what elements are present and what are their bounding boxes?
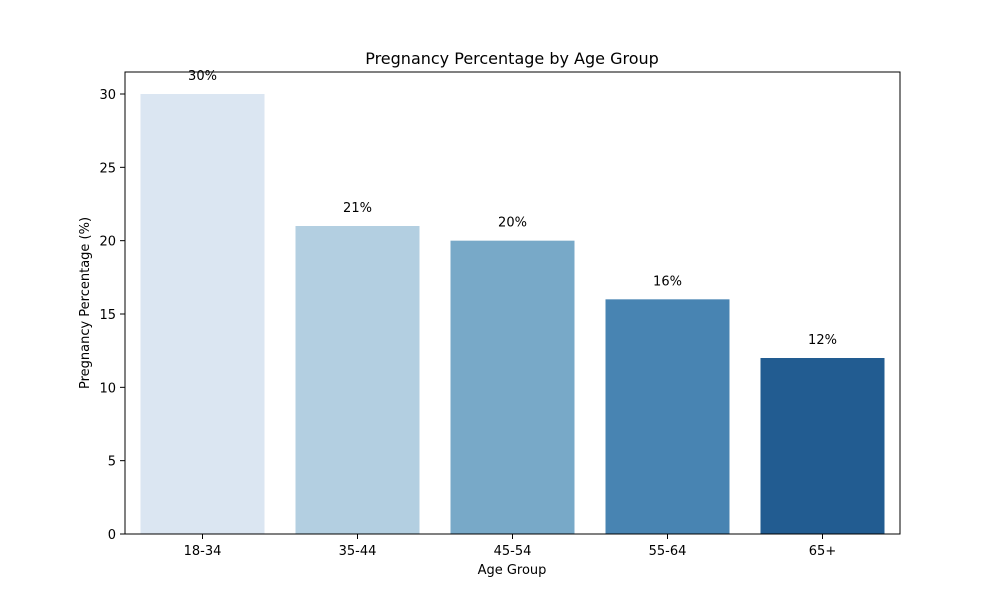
bar-18-34 — [140, 94, 265, 534]
x-tick-label: 18-34 — [184, 544, 222, 559]
data-label-65+: 12% — [808, 333, 837, 348]
data-labels-group: 30% 21% 20% 16% 12% — [188, 69, 837, 348]
x-axis-label: Age Group — [478, 563, 547, 578]
data-label-55-64: 16% — [653, 274, 682, 289]
y-tick-label: 20 — [99, 235, 116, 250]
x-tick-label: 65+ — [809, 544, 836, 559]
bar-45-54 — [450, 240, 575, 534]
y-axis-label: Pregnancy Percentage (%) — [78, 217, 93, 389]
y-tick-label: 25 — [99, 161, 116, 176]
x-axis: 18-34 35-44 45-54 55-64 65+ — [184, 534, 836, 559]
y-tick-label: 15 — [99, 308, 116, 323]
data-label-35-44: 21% — [343, 201, 372, 216]
y-tick-label: 10 — [99, 381, 116, 396]
chart-title: Pregnancy Percentage by Age Group — [365, 49, 659, 68]
y-tick-label: 30 — [99, 88, 116, 103]
plot-frame — [124, 71, 901, 535]
y-tick-label: 0 — [108, 528, 116, 543]
x-tick-label: 35-44 — [339, 544, 377, 559]
bars-group — [140, 94, 885, 534]
bar-65+ — [760, 358, 885, 534]
data-label-18-34: 30% — [188, 69, 217, 84]
x-tick-label: 55-64 — [649, 544, 687, 559]
data-label-45-54: 20% — [498, 216, 527, 231]
x-tick-label: 45-54 — [494, 544, 532, 559]
y-tick-label: 5 — [108, 455, 116, 470]
y-axis: 0 5 10 15 20 25 30 — [99, 88, 125, 543]
bar-55-64 — [605, 299, 730, 534]
bar-35-44 — [295, 226, 420, 534]
